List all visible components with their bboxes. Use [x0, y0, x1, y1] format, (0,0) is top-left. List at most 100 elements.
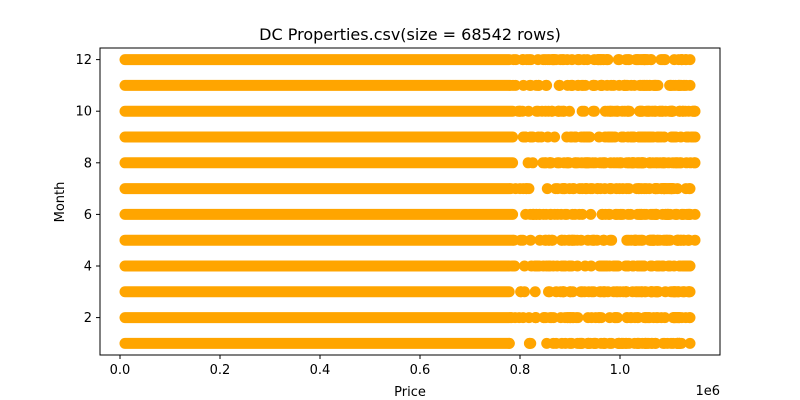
- scatter-point: [649, 183, 661, 195]
- scatter-point: [689, 105, 701, 117]
- scatter-point: [549, 131, 561, 143]
- scatter-point: [599, 131, 611, 143]
- scatter-point: [582, 131, 594, 143]
- scatter-point: [631, 183, 643, 195]
- scatter-point: [588, 286, 600, 298]
- scatter-point: [564, 286, 576, 298]
- x-tick-label: 0.0: [110, 363, 131, 378]
- scatter-point: [617, 286, 629, 298]
- y-axis-label: Month: [53, 182, 68, 223]
- scatter-point: [569, 157, 581, 169]
- scatter-point: [604, 183, 616, 195]
- y-tick-label: 2: [84, 311, 92, 326]
- scatter-point: [507, 260, 519, 272]
- scatter-point: [604, 105, 616, 117]
- scatter-point: [665, 79, 677, 91]
- scatter-point: [550, 286, 562, 298]
- scatter-point: [524, 337, 536, 349]
- x-tick-label: 1.0: [610, 363, 631, 378]
- scatter-point: [534, 208, 546, 220]
- scatter-point: [667, 105, 679, 117]
- scatter-point: [550, 337, 562, 349]
- scatter-point: [601, 260, 613, 272]
- scatter-point: [586, 234, 598, 246]
- scatter-point: [503, 337, 515, 349]
- scatter-point: [638, 208, 650, 220]
- scatter-point: [623, 54, 635, 66]
- scatter-point: [599, 286, 611, 298]
- x-tick-label: 0.2: [210, 363, 231, 378]
- scatter-point: [673, 79, 685, 91]
- scatter-point: [644, 157, 656, 169]
- scatter-point: [661, 208, 673, 220]
- scatter-point: [628, 234, 640, 246]
- scatter-point: [525, 234, 537, 246]
- scatter-point: [596, 208, 608, 220]
- scatter-point: [613, 337, 625, 349]
- scatter-point: [622, 105, 634, 117]
- scatter-point: [559, 312, 571, 324]
- scatter-point: [689, 208, 701, 220]
- scatter-point: [675, 157, 687, 169]
- scatter-point: [590, 312, 602, 324]
- scatter-point: [598, 234, 610, 246]
- scatter-point: [555, 208, 567, 220]
- y-axis-ticks: 2 4 6 8 10 12: [75, 53, 100, 326]
- scatter-point: [631, 260, 643, 272]
- scatter-point: [585, 260, 597, 272]
- scatter-point: [581, 54, 593, 66]
- scatter-point: [517, 312, 529, 324]
- scatter-point: [565, 131, 577, 143]
- scatter-point: [509, 79, 521, 91]
- scatter-point: [641, 131, 653, 143]
- scatter-point: [544, 208, 556, 220]
- scatter-point: [539, 234, 551, 246]
- scatter-point: [517, 54, 529, 66]
- scatter-point: [582, 337, 594, 349]
- scatter-point: [531, 105, 543, 117]
- scatter-point: [581, 183, 593, 195]
- scatter-point: [578, 105, 590, 117]
- scatter-point: [591, 183, 603, 195]
- scatter-point: [541, 183, 553, 195]
- scatter-point: [658, 183, 670, 195]
- y-tick-label: 4: [84, 259, 92, 274]
- scatter-point: [670, 286, 682, 298]
- scatter-point: [684, 260, 696, 272]
- scatter-point: [585, 208, 597, 220]
- scatter-point: [627, 286, 639, 298]
- scatter-point: [540, 157, 552, 169]
- scatter-point: [565, 79, 577, 91]
- scatter-point: [641, 79, 653, 91]
- scatter-point: [621, 260, 633, 272]
- scatter-point: [587, 105, 599, 117]
- scatter-point: [651, 234, 663, 246]
- scatter-point: [605, 157, 617, 169]
- scatter-point: [658, 54, 670, 66]
- scatter-point: [621, 312, 633, 324]
- scatter-point: [546, 105, 558, 117]
- scatter-point: [566, 234, 578, 246]
- scatter-point: [582, 312, 594, 324]
- scatter-point: [614, 208, 626, 220]
- scatter-point: [570, 312, 582, 324]
- scatter-point: [529, 286, 541, 298]
- scatter-point: [621, 157, 633, 169]
- y-tick-label: 10: [75, 105, 92, 120]
- chart-title: DC Properties.csv(size = 68542 rows): [259, 25, 561, 44]
- scatter-point: [684, 337, 696, 349]
- scatter-point: [650, 79, 662, 91]
- scatter-point: [652, 312, 664, 324]
- x-tick-label: 0.6: [410, 363, 431, 378]
- scatter-point: [628, 79, 640, 91]
- scatter-point: [622, 208, 634, 220]
- scatter-point: [515, 286, 527, 298]
- y-tick-label: 8: [84, 156, 92, 171]
- scatter-point: [573, 337, 585, 349]
- scatter-point: [659, 286, 671, 298]
- scatter-point: [689, 234, 701, 246]
- scatter-point: [582, 157, 594, 169]
- scatter-point: [650, 208, 662, 220]
- scatter-point: [609, 131, 621, 143]
